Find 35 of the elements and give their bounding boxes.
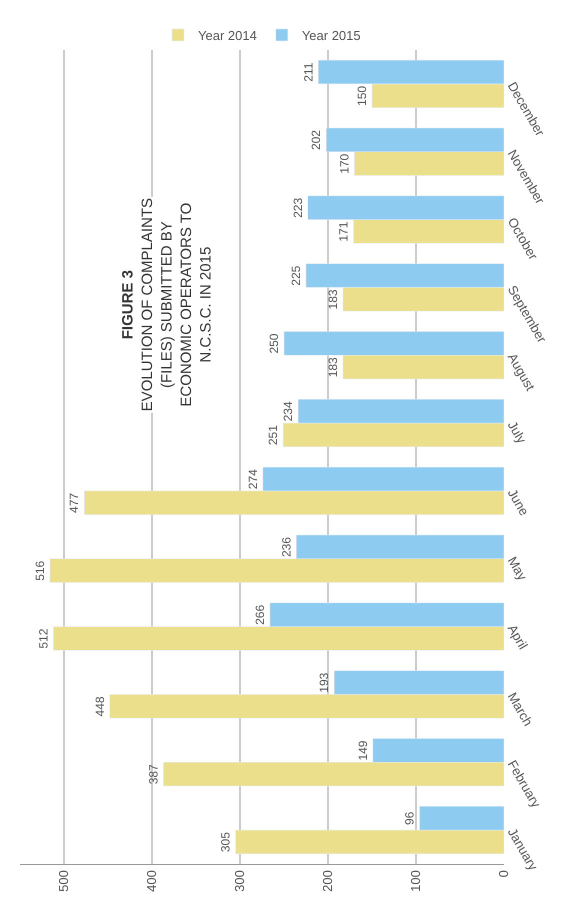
data-label: 171 [336, 221, 351, 242]
data-label: 211 [301, 62, 316, 82]
data-label: 477 [67, 492, 82, 513]
text: FIGURE 3 [119, 270, 136, 340]
data-label: 202 [309, 130, 324, 150]
data-label: 225 [289, 265, 303, 286]
data-label: 183 [326, 356, 340, 378]
x-tick-label: 200 [320, 870, 336, 892]
data-label: 193 [317, 672, 332, 693]
x-tick-label: 0 [496, 870, 512, 878]
data-label: 516 [32, 560, 47, 581]
x-tick-label: 100 [408, 870, 424, 892]
x-tick-label: 400 [144, 870, 160, 892]
data-label: 250 [267, 333, 281, 354]
data-label: 387 [146, 764, 160, 784]
data-label: 266 [252, 604, 267, 625]
text: EVOLUTION OF COMPLAINTS (FILES) SUBMITTED BY ECONOMIC OPERATORS TO N.C.S.C. IN 2015 [138, 198, 214, 412]
legend-label: Year 2014 [198, 28, 257, 44]
data-label: 96 [402, 811, 417, 826]
data-label: 448 [92, 696, 107, 716]
data-label: 512 [36, 628, 50, 649]
data-label: 150 [355, 86, 369, 106]
data-label: 223 [290, 198, 305, 218]
data-label: 183 [326, 289, 340, 310]
data-label: 234 [281, 401, 296, 422]
legend-label: Year 2015 [302, 28, 361, 44]
data-label: 305 [218, 832, 233, 852]
data-label: 274 [246, 468, 260, 490]
x-tick-label: 300 [232, 870, 248, 892]
y-tick-label: July [504, 418, 530, 446]
data-label: 236 [279, 536, 294, 558]
data-label: 149 [356, 740, 370, 761]
data-label: 170 [337, 153, 352, 174]
data-label: 251 [266, 424, 280, 446]
x-tick-label: 500 [56, 870, 72, 892]
